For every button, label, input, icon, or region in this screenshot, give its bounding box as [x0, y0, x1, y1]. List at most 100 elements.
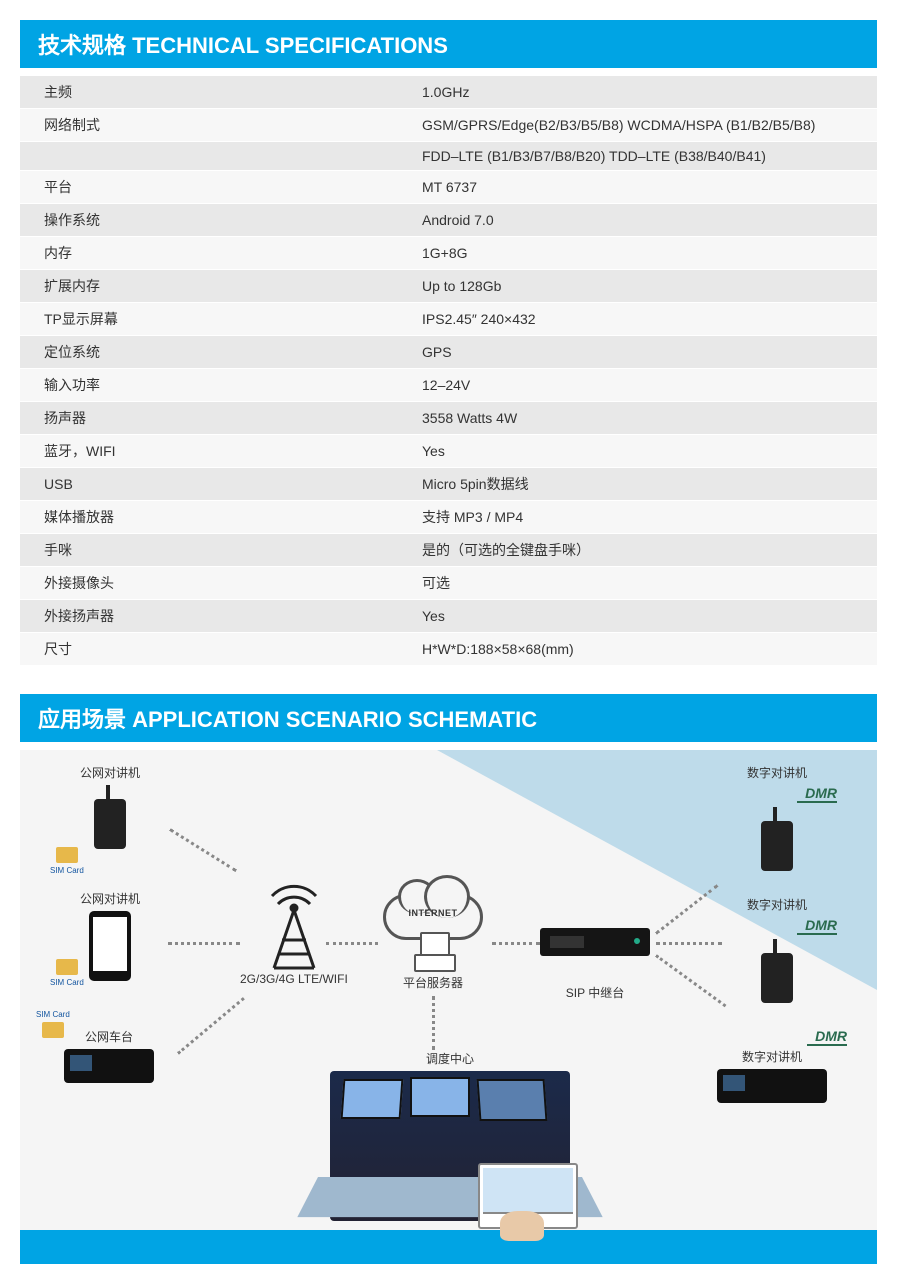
- spec-label: 输入功率: [20, 369, 410, 402]
- section-header-specs: 技术规格 TECHNICAL SPECIFICATIONS: [20, 20, 877, 68]
- spec-value: Android 7.0: [410, 204, 877, 237]
- server-icon: [408, 932, 458, 972]
- handheld-radio-icon: [761, 953, 793, 1003]
- table-row: 主频1.0GHz: [20, 76, 877, 109]
- footer-bar: [20, 1230, 877, 1264]
- spec-value: 1G+8G: [410, 237, 877, 270]
- table-row: 媒体播放器支持 MP3 / MP4: [20, 501, 877, 534]
- spec-label: 尺寸: [20, 633, 410, 666]
- table-row: 外接摄像头可选: [20, 567, 877, 600]
- table-row: TP显示屏幕IPS2.45″ 240×432: [20, 303, 877, 336]
- sip-gateway: SIP 中继台: [540, 928, 650, 1001]
- cloud-text: INTERNET: [378, 908, 488, 918]
- spec-label: 扩展内存: [20, 270, 410, 303]
- device-label: 公网对讲机: [80, 764, 140, 781]
- device-label: 数字对讲机: [717, 896, 837, 913]
- spec-value: Up to 128Gb: [410, 270, 877, 303]
- edge: [169, 828, 237, 872]
- rack-server-icon: [540, 928, 650, 956]
- table-row: 网络制式GSM/GPRS/Edge(B2/B3/B5/B8) WCDMA/HSP…: [20, 109, 877, 142]
- spec-value: GSM/GPRS/Edge(B2/B3/B5/B8) WCDMA/HSPA (B…: [410, 109, 877, 142]
- scenario-diagram: 公网对讲机 SIM Card 公网对讲机 SIM Card 公网车台 SIM C…: [20, 750, 877, 1230]
- tower-icon: [254, 880, 334, 970]
- spec-label: 蓝牙，WIFI: [20, 435, 410, 468]
- dmr-base: DMR 数字对讲机: [697, 1028, 847, 1103]
- spec-value: 支持 MP3 / MP4: [410, 501, 877, 534]
- spec-value: Micro 5pin数据线: [410, 468, 877, 501]
- table-row: 平台MT 6737: [20, 171, 877, 204]
- sim-icon: [42, 1022, 64, 1038]
- spec-value: 1.0GHz: [410, 76, 877, 109]
- dispatch-center: 调度中心: [330, 1050, 570, 1221]
- table-row: 外接扬声器Yes: [20, 600, 877, 633]
- spec-label: 网络制式: [20, 109, 410, 142]
- mobile-base-icon: [64, 1049, 154, 1083]
- spec-value: MT 6737: [410, 171, 877, 204]
- table-row: 手咪是的（可选的全键盘手咪）: [20, 534, 877, 567]
- sim-label: SIM Card: [36, 1010, 70, 1019]
- table-row: 蓝牙，WIFIYes: [20, 435, 877, 468]
- dmr-badge: DMR: [697, 1028, 847, 1046]
- table-row: 操作系统Android 7.0: [20, 204, 877, 237]
- handheld-phone-icon: [89, 911, 131, 981]
- spec-value: 12–24V: [410, 369, 877, 402]
- spec-label: USB: [20, 468, 410, 501]
- table-row: 定位系统GPS: [20, 336, 877, 369]
- spec-label: 手咪: [20, 534, 410, 567]
- spec-label: 定位系统: [20, 336, 410, 369]
- poc-base: 公网车台 SIM Card: [64, 1028, 154, 1083]
- sim-label: SIM Card: [50, 866, 84, 875]
- edge: [326, 942, 378, 945]
- table-row: 尺寸H*W*D:188×58×68(mm): [20, 633, 877, 666]
- poc-radio-1: 公网对讲机 SIM Card: [80, 764, 140, 869]
- dispatch-label: 调度中心: [330, 1050, 570, 1067]
- spec-value: Yes: [410, 600, 877, 633]
- section-header-scenario: 应用场景 APPLICATION SCENARIO SCHEMATIC: [20, 694, 877, 742]
- spec-value: FDD–LTE (B1/B3/B7/B8/B20) TDD–LTE (B38/B…: [410, 142, 877, 171]
- edge: [492, 942, 540, 945]
- spec-label: 操作系统: [20, 204, 410, 237]
- server-label: 平台服务器: [378, 974, 488, 991]
- sim-icon: [56, 847, 78, 863]
- table-row: 扬声器3558 Watts 4W: [20, 402, 877, 435]
- edge: [656, 942, 722, 945]
- mobile-base-icon: [717, 1069, 827, 1103]
- device-label: 公网车台: [64, 1028, 154, 1045]
- table-row: FDD–LTE (B1/B3/B7/B8/B20) TDD–LTE (B38/B…: [20, 142, 877, 171]
- device-label: 数字对讲机: [697, 1048, 847, 1065]
- device-label: 数字对讲机: [717, 764, 837, 781]
- tower-label: 2G/3G/4G LTE/WIFI: [240, 972, 348, 986]
- spec-value: GPS: [410, 336, 877, 369]
- edge: [432, 996, 435, 1050]
- table-row: 内存1G+8G: [20, 237, 877, 270]
- spec-label: 媒体播放器: [20, 501, 410, 534]
- table-row: USBMicro 5pin数据线: [20, 468, 877, 501]
- sip-label: SIP 中继台: [540, 984, 650, 1001]
- spec-label: 主频: [20, 76, 410, 109]
- spec-value: 是的（可选的全键盘手咪）: [410, 534, 877, 567]
- spec-label: 扬声器: [20, 402, 410, 435]
- table-row: 输入功率12–24V: [20, 369, 877, 402]
- spec-label: 平台: [20, 171, 410, 204]
- spec-label: 外接摄像头: [20, 567, 410, 600]
- spec-label: TP显示屏幕: [20, 303, 410, 336]
- spec-value: 可选: [410, 567, 877, 600]
- spec-label: [20, 142, 410, 171]
- device-label: 公网对讲机: [80, 890, 140, 907]
- edge: [177, 997, 245, 1055]
- sim-icon: [56, 959, 78, 975]
- table-row: 扩展内存Up to 128Gb: [20, 270, 877, 303]
- poc-radio-2: 公网对讲机 SIM Card: [80, 890, 140, 981]
- spec-label: 外接扬声器: [20, 600, 410, 633]
- handheld-radio-icon: [761, 821, 793, 871]
- dispatch-icon: [330, 1071, 570, 1221]
- dmr-badge: DMR: [717, 785, 837, 803]
- edge: [168, 942, 240, 945]
- handheld-radio-icon: [94, 799, 126, 849]
- dmr-badge: DMR: [717, 917, 837, 935]
- spec-value: 3558 Watts 4W: [410, 402, 877, 435]
- platform-server: INTERNET 平台服务器: [378, 884, 488, 991]
- spec-value: H*W*D:188×58×68(mm): [410, 633, 877, 666]
- spec-label: 内存: [20, 237, 410, 270]
- specs-table: 主频1.0GHz网络制式GSM/GPRS/Edge(B2/B3/B5/B8) W…: [20, 76, 877, 666]
